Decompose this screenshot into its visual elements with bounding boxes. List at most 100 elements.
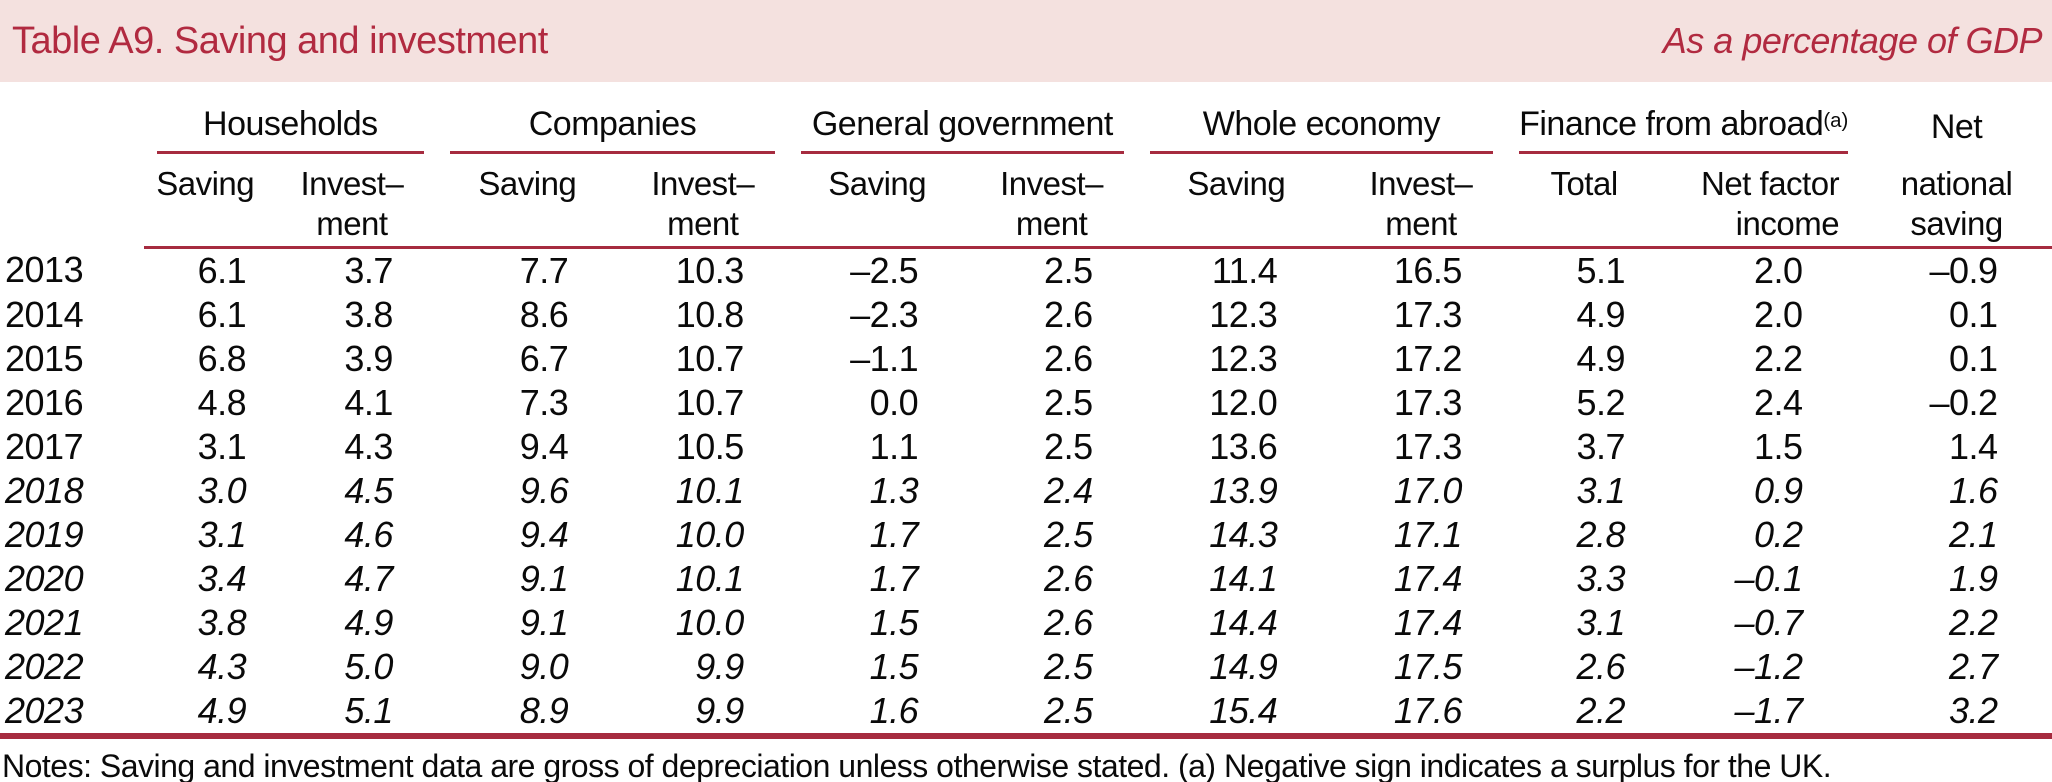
value-cell: 2.8: [1576, 513, 1626, 555]
value-cell: 7.3: [519, 381, 569, 423]
value-cell: 3.0: [197, 469, 247, 511]
value-cell: 3.1: [197, 425, 247, 467]
table-notes: Notes: Saving and investment data are gr…: [2, 747, 1832, 782]
value-cell: 3.1: [197, 513, 247, 555]
table-row: 2021 3.8 4.9 9.1 10.0 1.5 2.6 14.4 17.4 …: [0, 601, 2052, 645]
value-cell: 2.6: [1044, 601, 1093, 643]
group-label: General government: [811, 105, 1113, 143]
value-cell: 12.0: [1209, 381, 1278, 423]
value-cell: 4.9: [1576, 337, 1626, 379]
value-cell: 0.1: [1948, 293, 1998, 335]
value-cell: 1.5: [1754, 425, 1803, 467]
value-cell: 1.9: [1948, 557, 1998, 599]
value-cell: 2.5: [1044, 689, 1093, 731]
subheader-hh-investment: Invest– ment: [266, 154, 438, 249]
value-cell: 1.7: [869, 557, 919, 599]
year-cell: 2023: [5, 689, 84, 731]
table-row: 2020 3.4 4.7 9.1 10.1 1.7 2.6 14.1 17.4 …: [0, 557, 2052, 601]
value-cell: 10.0: [675, 601, 745, 643]
value-cell: 13.9: [1209, 469, 1278, 511]
value-cell: 6.1: [197, 293, 247, 335]
value-cell: 17.4: [1393, 557, 1463, 599]
value-cell: 9.0: [519, 645, 569, 687]
value-cell: 10.0: [675, 513, 745, 555]
value-cell: –1.7: [1734, 689, 1803, 731]
value-cell: 9.9: [695, 645, 744, 687]
subheader-ffa-total: Total: [1506, 154, 1663, 249]
value-cell: 10.7: [675, 337, 745, 379]
value-cell: 4.6: [344, 513, 393, 555]
value-cell: 14.3: [1209, 513, 1278, 555]
subheader-row: Saving Invest– ment Saving Invest– ment …: [0, 154, 2052, 249]
value-cell: 2.0: [1754, 249, 1803, 291]
value-cell: 10.7: [675, 381, 745, 423]
table-row: 2022 4.3 5.0 9.0 9.9 1.5 2.5 14.9 17.5 2…: [0, 645, 2052, 689]
subheader-hh-saving: Saving: [143, 154, 267, 249]
value-cell: 4.3: [197, 645, 247, 687]
value-cell: 17.4: [1393, 601, 1463, 643]
value-cell: 10.5: [675, 425, 745, 467]
value-cell: 17.5: [1393, 645, 1463, 687]
table-row: 2013 6.1 3.7 7.7 10.3 –2.5 2.5 11.4 16.5…: [0, 247, 2052, 293]
footnote-marker: (a): [1823, 110, 1849, 132]
units-caption: As a percentage of GDP: [1662, 20, 2043, 61]
saving-investment-table: Households Companies General government …: [0, 82, 2052, 739]
value-cell: 3.8: [197, 601, 247, 643]
value-cell: 15.4: [1209, 689, 1278, 731]
year-cell: 2022: [5, 645, 84, 687]
subheader-we-investment: Invest– ment: [1335, 154, 1507, 249]
value-cell: 9.4: [519, 513, 569, 555]
value-cell: 17.3: [1393, 425, 1463, 467]
value-cell: 17.6: [1393, 689, 1463, 731]
value-cell: 9.6: [519, 469, 569, 511]
value-cell: 5.2: [1576, 381, 1626, 423]
group-header-whole-economy: Whole economy: [1137, 82, 1506, 154]
value-cell: 17.1: [1393, 513, 1463, 555]
value-cell: 12.3: [1209, 337, 1278, 379]
value-cell: 6.7: [519, 337, 569, 379]
value-cell: 14.1: [1209, 557, 1278, 599]
value-cell: 9.9: [695, 689, 744, 731]
value-cell: 11.4: [1211, 249, 1278, 291]
value-cell: 2.4: [1044, 469, 1093, 511]
value-cell: 4.7: [344, 557, 393, 599]
value-cell: 6.1: [197, 249, 247, 291]
value-cell: 6.8: [197, 337, 247, 379]
year-cell: 2015: [5, 337, 84, 379]
value-cell: 3.3: [1576, 557, 1626, 599]
value-cell: 2.6: [1044, 557, 1093, 599]
value-cell: 4.9: [1576, 293, 1626, 335]
table-row: 2017 3.1 4.3 9.4 10.5 1.1 2.5 13.6 17.3 …: [0, 425, 2052, 469]
value-cell: 5.1: [344, 689, 393, 731]
value-cell: 12.3: [1209, 293, 1278, 335]
value-cell: 2.2: [1948, 601, 1998, 643]
value-cell: 13.6: [1209, 425, 1278, 467]
value-cell: 14.9: [1209, 645, 1278, 687]
value-cell: 2.5: [1044, 381, 1093, 423]
table-title: Table A9. Saving and investment: [12, 19, 548, 62]
subheader-gg-investment: Invest– ment: [966, 154, 1137, 249]
value-cell: 5.1: [1576, 249, 1626, 291]
subheader-we-saving: Saving: [1136, 154, 1336, 249]
value-cell: 3.4: [197, 557, 247, 599]
value-cell: 2.1: [1948, 513, 1998, 555]
value-cell: 3.1: [1576, 601, 1626, 643]
value-cell: 10.3: [675, 249, 745, 291]
value-cell: 3.8: [344, 293, 393, 335]
year-cell: 2013: [5, 248, 84, 290]
value-cell: –0.1: [1734, 557, 1803, 599]
subheader-net-factor-income: Net factor income: [1662, 154, 1862, 249]
value-cell: 4.3: [344, 425, 393, 467]
value-cell: 2.5: [1044, 249, 1093, 291]
year-cell: 2014: [5, 293, 84, 335]
subheader-co-saving: Saving: [437, 154, 618, 249]
value-cell: 16.5: [1393, 249, 1463, 291]
value-cell: 17.0: [1393, 469, 1463, 511]
value-cell: 9.4: [519, 425, 569, 467]
value-cell: 1.5: [869, 645, 919, 687]
value-cell: 7.7: [519, 249, 569, 291]
group-header-row: Households Companies General government …: [0, 82, 2052, 154]
value-cell: 10.1: [675, 557, 745, 599]
group-label: Finance from abroad: [1519, 105, 1824, 143]
